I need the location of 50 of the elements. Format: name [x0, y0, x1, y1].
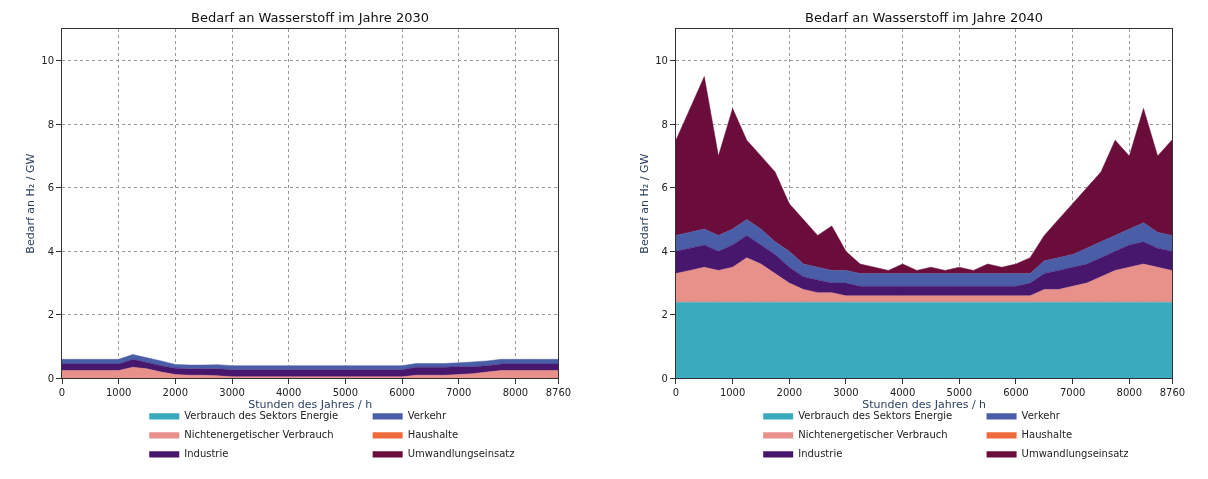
legend-label: Haushalte	[1021, 429, 1073, 441]
x-tick-label: 4000	[275, 387, 302, 399]
x-tick-label: 7000	[445, 387, 472, 399]
x-tick-label: 0	[672, 387, 680, 399]
x-tick-label: 3000	[833, 387, 859, 399]
x-tick-label: 8760	[1159, 387, 1186, 399]
x-tick-label: 7000	[1059, 387, 1086, 399]
y-tick-label: 6	[661, 182, 668, 194]
x-tick-label: 8000	[1116, 387, 1143, 399]
x-tick-label: 3000	[219, 387, 245, 399]
x-tick-label: 1000	[105, 387, 132, 399]
x-tick-label: 5000	[332, 387, 359, 399]
legend-label: Industrie	[798, 448, 843, 460]
y-tick-label: 4	[47, 245, 54, 257]
y-tick-label: 4	[661, 245, 668, 257]
y-tick-label: 0	[47, 372, 54, 384]
legend-label: Verbrauch des Sektors Energie	[798, 410, 953, 422]
y-axis-title: Bedarf an H₂ / GW	[23, 153, 37, 254]
x-tick-label: 2000	[776, 387, 802, 399]
legend-label: Umwandlungseinsatz	[1021, 448, 1129, 460]
y-tick-label: 8	[47, 118, 54, 130]
legend-label: Verbrauch des Sektors Energie	[184, 410, 339, 422]
y-tick-label: 10	[41, 55, 54, 67]
x-tick-label: 8000	[502, 387, 529, 399]
x-tick-label: 6000	[389, 387, 415, 399]
legend-label: Nichtenergetischer Verbrauch	[184, 429, 334, 441]
x-tick-label: 2000	[162, 387, 189, 399]
y-tick-label: 6	[47, 182, 54, 194]
chart-title: Bedarf an Wasserstoff im Jahre 2040	[805, 10, 1044, 25]
chart-title: Bedarf an Wasserstoff im Jahre 2030	[191, 10, 430, 25]
legend-label: Verkehr	[407, 410, 447, 422]
x-axis-title: Stunden des Jahres / h	[248, 398, 373, 412]
y-tick-label: 10	[655, 55, 668, 67]
y-tick-label: 0	[661, 372, 668, 384]
legend-label: Umwandlungseinsatz	[407, 448, 515, 460]
x-tick-label: 4000	[889, 387, 916, 399]
x-tick-label: 1000	[719, 387, 746, 399]
x-tick-label: 8760	[545, 387, 572, 399]
y-tick-label: 8	[661, 118, 668, 130]
legend-label: Haushalte	[407, 429, 459, 441]
x-axis-title: Stunden des Jahres / h	[862, 398, 987, 412]
x-tick-label: 5000	[946, 387, 973, 399]
x-tick-label: 0	[58, 387, 66, 399]
y-axis-title: Bedarf an H₂ / GW	[637, 153, 651, 254]
legend-label: Nichtenergetischer Verbrauch	[798, 429, 948, 441]
legend-label: Industrie	[184, 448, 229, 460]
y-tick-label: 2	[47, 309, 54, 321]
x-tick-label: 6000	[1003, 387, 1029, 399]
y-tick-label: 2	[661, 309, 668, 321]
legend-label: Verkehr	[1021, 410, 1061, 422]
